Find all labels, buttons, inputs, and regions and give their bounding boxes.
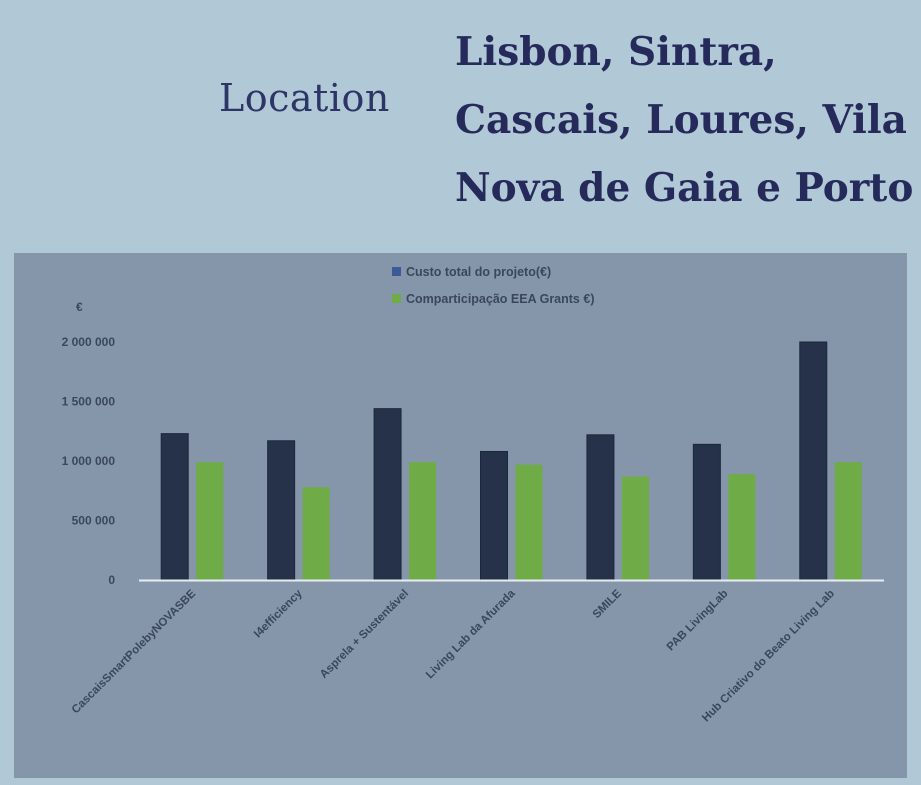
bar-eea-grant [621, 476, 649, 580]
location-line-2: Cascais, Loures, Vila [455, 97, 907, 143]
bar-total-cost [586, 434, 615, 581]
bar-total-cost [267, 440, 296, 581]
location-line-3: Nova de Gaia e Porto [455, 165, 914, 211]
x-category-label: Asprela + Sustentável [318, 588, 411, 681]
location-label: Location [219, 76, 390, 120]
y-tick-label: 2 000 000 [62, 335, 116, 349]
bar-eea-grant [302, 487, 330, 580]
legend-label: Comparticipação EEA Grants €) [406, 292, 594, 306]
y-tick-label: 1 000 000 [62, 454, 116, 468]
legend-swatch [392, 267, 401, 276]
x-category-label: CascaisSmartPolebyNOVASBE [70, 587, 199, 716]
chart-panel: €0 500 000 1 000 000 1 500 000 2 000 000 Casc… [14, 253, 907, 778]
bar-eea-grant [409, 462, 437, 580]
x-category-label: PAB LivingLab [665, 588, 731, 654]
y-tick-label: 500 000 [72, 514, 116, 528]
x-category-label: Hub Criativo do Beato Living Lab [700, 588, 837, 725]
x-category-label: Living Lab da Afurada [424, 587, 518, 681]
bar-total-cost [799, 341, 828, 581]
y-tick-label: 1 500 000 [62, 395, 116, 409]
y-unit-label: € [76, 300, 83, 314]
y-tick-label: 0 [108, 573, 115, 587]
bar-eea-grant [196, 462, 224, 580]
bar-eea-grant [728, 474, 756, 580]
x-category-label: SMILE [591, 587, 625, 621]
legend-label: Custo total do projeto(€) [406, 265, 551, 279]
bar-eea-grant [834, 462, 862, 580]
location-value: Lisbon, Sintra, Cascais, Loures, Vila No… [455, 18, 915, 222]
legend-swatch [392, 294, 401, 303]
bar-total-cost [480, 450, 508, 581]
bar-total-cost [160, 433, 189, 581]
bar-total-cost [692, 443, 721, 581]
bar-eea-grant [515, 464, 543, 580]
bar-total-cost [373, 408, 402, 581]
x-category-label: I4efficiency [252, 587, 305, 640]
location-line-1: Lisbon, Sintra, [455, 29, 777, 75]
bar-chart: €0 500 000 1 000 000 1 500 000 2 000 000 Casc… [62, 265, 884, 725]
